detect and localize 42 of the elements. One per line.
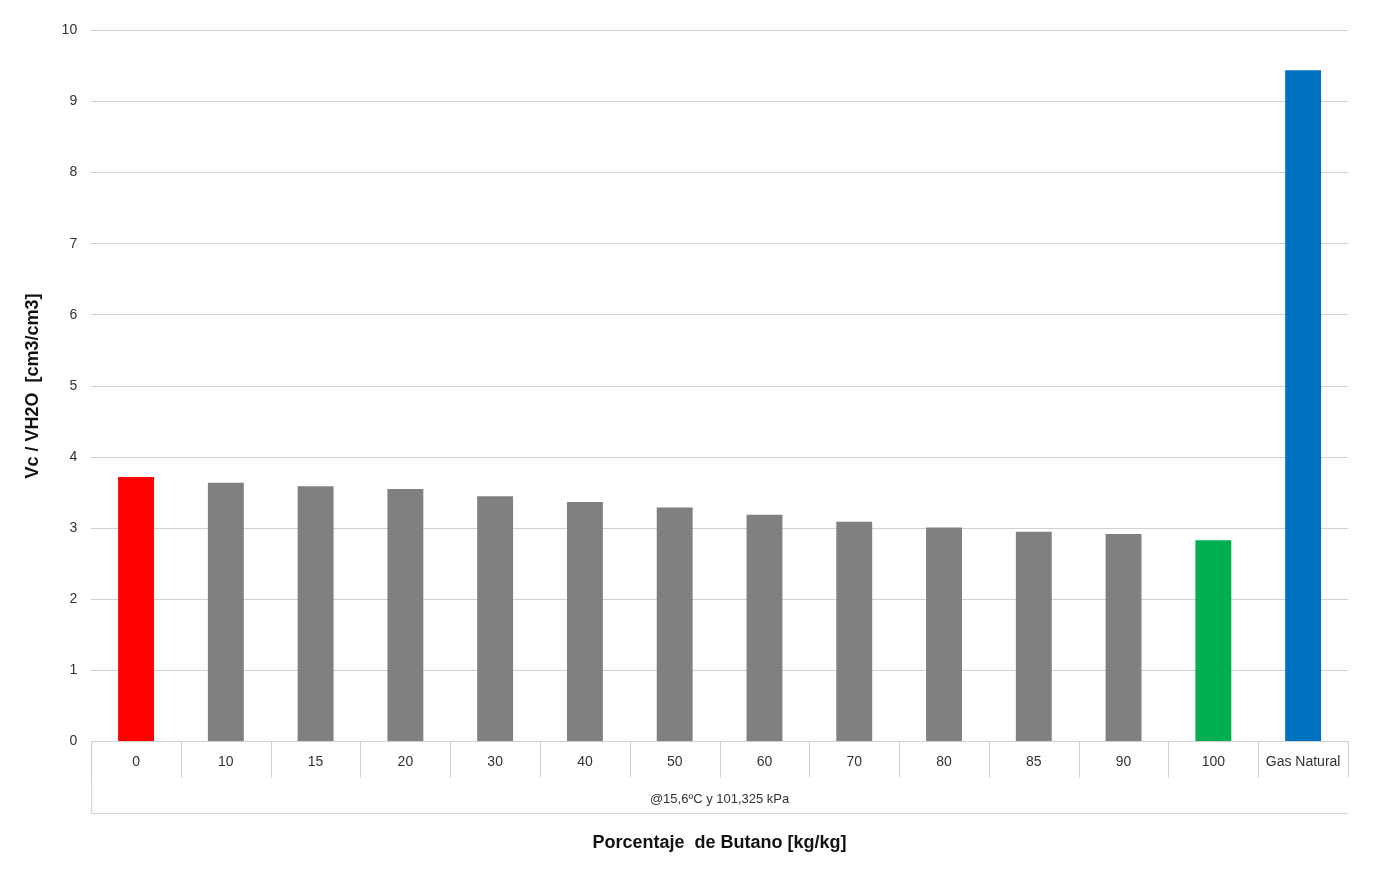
y-tick-label: 8	[69, 163, 78, 180]
x-tick-label: Gas Natural	[1265, 752, 1341, 769]
x-tick-label: 10	[218, 752, 234, 769]
x-tick-label: 100	[1201, 752, 1226, 769]
bar	[118, 477, 155, 742]
x-tick-label: 20	[397, 752, 414, 769]
x-tick-label: 50	[666, 752, 683, 769]
bar	[836, 521, 873, 742]
x-tick-label: 40	[577, 752, 593, 769]
y-tick-label: 1	[69, 661, 78, 678]
y-tick-label: 7	[69, 234, 78, 251]
bar	[207, 482, 244, 742]
text: @15,6ºC y 101,325 kPa	[649, 791, 791, 807]
bar	[387, 489, 424, 742]
x-tick-label: 15	[307, 752, 324, 769]
y-tick-label: 4	[69, 447, 78, 464]
x-tick-label: 80	[936, 752, 953, 769]
x-tick-label: 0	[132, 752, 141, 769]
bar	[297, 486, 334, 742]
y-tick-label: 6	[69, 305, 78, 322]
x-tick-label: 70	[846, 752, 863, 769]
bar	[1195, 540, 1232, 742]
x-tick-label: 85	[1026, 752, 1042, 769]
bar	[477, 496, 514, 742]
bar	[926, 527, 962, 742]
y-tick-label: 10	[61, 21, 78, 38]
bar	[1015, 531, 1052, 742]
x-axis-title: Porcentaje de Butano [kg/kg]	[592, 832, 847, 853]
y-tick-label: 2	[69, 590, 78, 607]
bar	[746, 514, 783, 742]
x-tick-label: 30	[487, 752, 504, 769]
bar	[566, 501, 603, 742]
y-tick-label: 3	[69, 519, 78, 536]
bar	[656, 507, 693, 742]
x-tick-label: 90	[1115, 752, 1132, 769]
bar	[1105, 533, 1142, 742]
y-axis-title: Vc / VH2O [cm3/cm3]	[21, 293, 42, 479]
x-tick-label: 60	[756, 752, 773, 769]
bar	[1285, 70, 1322, 742]
y-tick-label: 0	[69, 732, 78, 749]
y-tick-label: 9	[69, 92, 78, 109]
y-tick-label: 5	[69, 376, 78, 393]
